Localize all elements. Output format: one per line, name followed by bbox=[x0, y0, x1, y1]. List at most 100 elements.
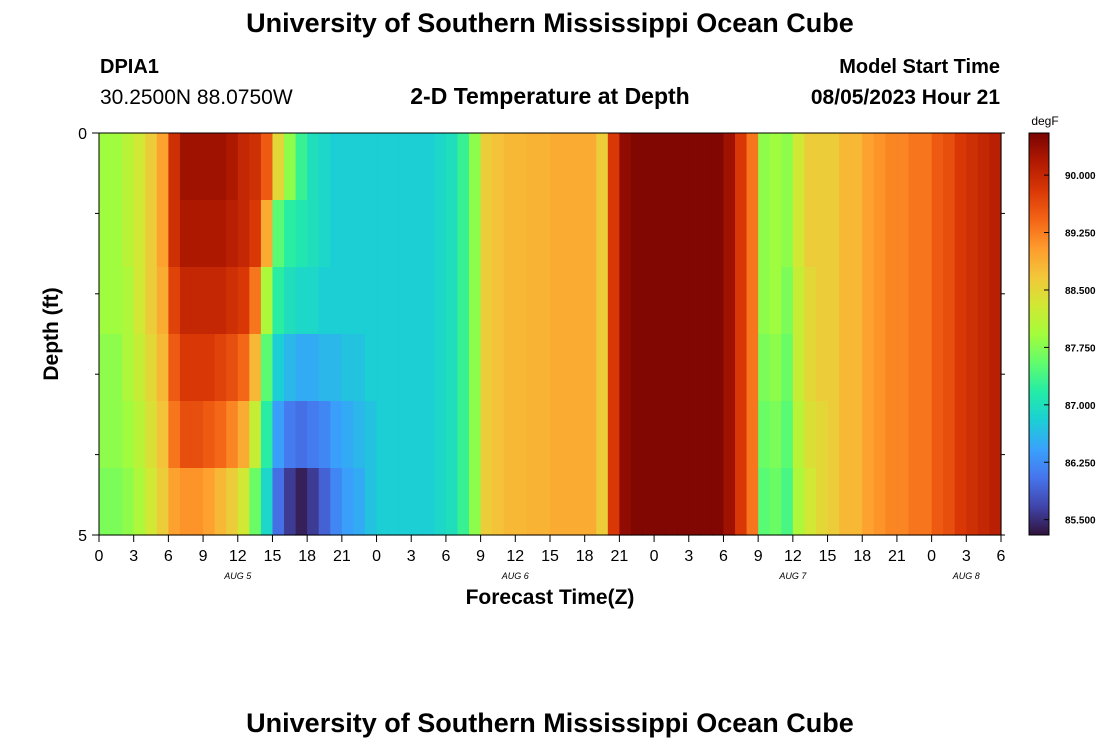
heatmap-cell bbox=[330, 267, 343, 335]
heatmap-cell bbox=[920, 401, 933, 469]
heatmap-cell bbox=[596, 334, 609, 402]
heatmap-cell bbox=[550, 200, 563, 268]
heatmap-cell bbox=[607, 200, 620, 268]
heatmap-cell bbox=[931, 133, 944, 201]
colorbar-tick-label: 90.000 bbox=[1065, 171, 1096, 182]
heatmap-cell bbox=[885, 334, 898, 402]
heatmap-cell bbox=[469, 267, 482, 335]
heatmap-cell bbox=[284, 468, 297, 536]
x-tick-label: 12 bbox=[229, 548, 247, 565]
heatmap-cell bbox=[411, 468, 424, 536]
x-tick-label: 9 bbox=[754, 548, 763, 565]
heatmap-cell bbox=[538, 200, 551, 268]
heatmap-cell bbox=[353, 133, 366, 201]
heatmap-cell bbox=[203, 334, 216, 402]
heatmap-cell bbox=[804, 133, 817, 201]
date-label: AUG 5 bbox=[223, 571, 252, 581]
heatmap-cell bbox=[214, 401, 227, 469]
heatmap-cell bbox=[179, 133, 193, 201]
heatmap-cell bbox=[677, 334, 690, 402]
heatmap-cell bbox=[966, 468, 979, 536]
page-title: University of Southern Mississippi Ocean… bbox=[246, 8, 854, 38]
heatmap-cell bbox=[492, 200, 505, 268]
heatmap-cell bbox=[364, 401, 378, 469]
heatmap-cell bbox=[815, 200, 829, 268]
heatmap-cell bbox=[168, 200, 181, 268]
heatmap-cell bbox=[827, 468, 840, 536]
heatmap-cell bbox=[480, 468, 493, 536]
heatmap-cell bbox=[723, 200, 736, 268]
heatmap-cell bbox=[873, 468, 886, 536]
heatmap-cell bbox=[538, 401, 551, 469]
x-tick-label: 21 bbox=[888, 548, 906, 565]
heatmap-cell bbox=[977, 133, 991, 201]
heatmap-cell bbox=[550, 133, 563, 201]
heatmap-cell bbox=[711, 401, 725, 469]
heatmap-cell bbox=[723, 133, 736, 201]
heatmap-cell bbox=[376, 267, 389, 335]
heatmap-cell bbox=[122, 267, 135, 335]
heatmap-cell bbox=[584, 200, 597, 268]
heatmap-cell bbox=[353, 267, 366, 335]
heatmap-cell bbox=[376, 334, 389, 402]
heatmap-cell bbox=[920, 200, 933, 268]
heatmap-cell bbox=[688, 401, 701, 469]
heatmap-cell bbox=[607, 267, 620, 335]
heatmap-cell bbox=[538, 133, 551, 201]
station-name: DPIA1 bbox=[100, 56, 159, 78]
heatmap-cell bbox=[122, 468, 135, 536]
heatmap-cell bbox=[781, 133, 794, 201]
x-tick-label: 12 bbox=[784, 548, 802, 565]
x-tick-label: 6 bbox=[164, 548, 173, 565]
heatmap-cell bbox=[561, 200, 574, 268]
heatmap-cell bbox=[642, 334, 655, 402]
heatmap-cell bbox=[341, 267, 355, 335]
heatmap-cell bbox=[827, 334, 840, 402]
heatmap-cell bbox=[677, 401, 690, 469]
heatmap-cell bbox=[758, 334, 771, 402]
x-tick-label: 3 bbox=[684, 548, 693, 565]
heatmap-cell bbox=[145, 468, 158, 536]
heatmap-cell bbox=[122, 133, 135, 201]
heatmap-cell bbox=[237, 133, 250, 201]
heatmap-cell bbox=[214, 334, 227, 402]
heatmap-cell bbox=[862, 334, 875, 402]
heatmap-cell bbox=[422, 334, 435, 402]
heatmap-cell bbox=[445, 200, 459, 268]
heatmap-cell bbox=[249, 468, 262, 536]
heatmap-cell bbox=[133, 267, 146, 335]
x-tick-label: 18 bbox=[853, 548, 871, 565]
heatmap-cell bbox=[538, 267, 551, 335]
heatmap-cell bbox=[249, 401, 262, 469]
heatmap-cell bbox=[711, 468, 725, 536]
heatmap-cell bbox=[515, 401, 528, 469]
heatmap-cell bbox=[665, 401, 678, 469]
heatmap-cell bbox=[711, 133, 725, 201]
heatmap-cell bbox=[145, 401, 158, 469]
heatmap-cell bbox=[388, 267, 401, 335]
heatmap-cell bbox=[630, 267, 644, 335]
heatmap-cell bbox=[191, 401, 204, 469]
heatmap-cell bbox=[931, 401, 944, 469]
heatmap-cell bbox=[839, 401, 852, 469]
chart-title: 2-D Temperature at Depth bbox=[410, 83, 690, 109]
heatmap-cell bbox=[619, 267, 632, 335]
heatmap-cell bbox=[954, 334, 967, 402]
heatmap-cell bbox=[908, 267, 921, 335]
heatmap-cell bbox=[573, 468, 586, 536]
heatmap-cell bbox=[295, 133, 308, 201]
heatmap-cell bbox=[376, 200, 389, 268]
heatmap-cell bbox=[746, 267, 759, 335]
heatmap-cell bbox=[318, 200, 331, 268]
heatmap-cell bbox=[249, 267, 262, 335]
heatmap-cell bbox=[584, 133, 597, 201]
x-tick-label: 3 bbox=[962, 548, 971, 565]
heatmap-cell bbox=[492, 267, 505, 335]
heatmap-cell bbox=[145, 200, 158, 268]
heatmap-cell bbox=[110, 468, 123, 536]
heatmap-cell bbox=[827, 267, 840, 335]
heatmap-cell bbox=[804, 468, 817, 536]
heatmap-cell bbox=[341, 334, 355, 402]
heatmap-cell bbox=[654, 267, 667, 335]
heatmap-cell bbox=[434, 468, 447, 536]
